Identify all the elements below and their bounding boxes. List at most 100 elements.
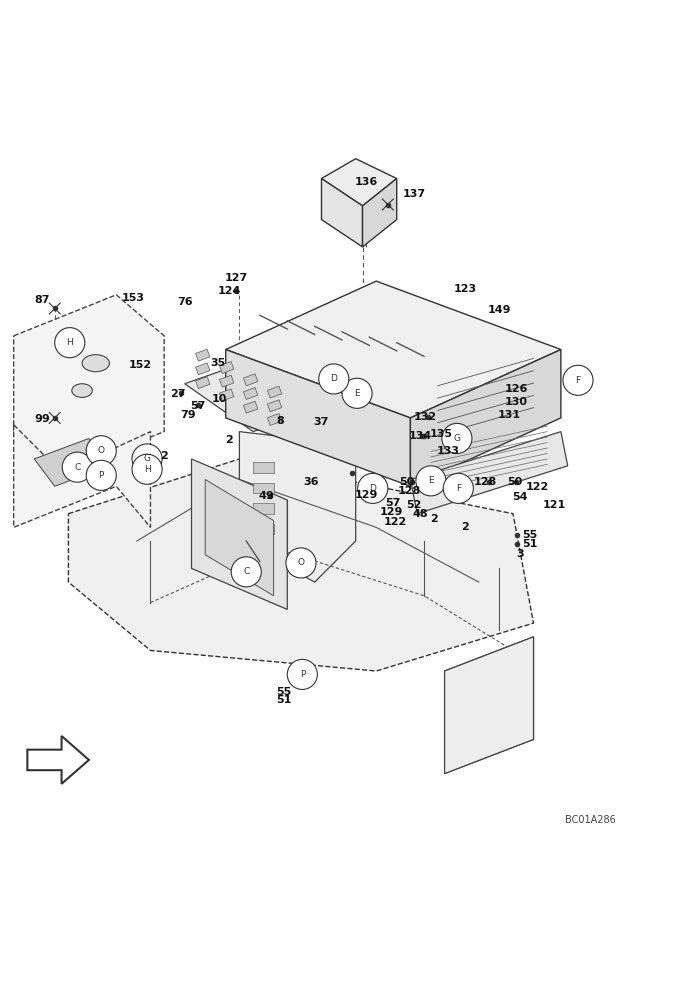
Text: 57: 57 [191,401,206,411]
Ellipse shape [82,355,109,372]
Text: 128: 128 [474,477,497,487]
Text: 2: 2 [461,522,469,532]
Polygon shape [34,438,109,486]
Polygon shape [192,459,287,609]
Circle shape [132,444,162,474]
Text: G: G [453,434,460,443]
Polygon shape [363,179,397,247]
Text: 2: 2 [430,514,438,524]
Circle shape [342,378,372,408]
Polygon shape [410,432,568,514]
Bar [267,400,282,412]
Polygon shape [239,432,356,582]
Circle shape [287,659,317,689]
Text: 79: 79 [181,410,196,420]
Text: D: D [330,374,337,383]
Text: C: C [74,463,81,472]
Text: 2: 2 [225,435,233,445]
Polygon shape [68,459,534,671]
Bar [244,374,258,386]
Text: 153: 153 [122,293,145,303]
Text: H: H [66,338,73,347]
Circle shape [55,328,85,358]
Circle shape [443,473,473,503]
Circle shape [358,473,388,503]
Text: P: P [98,471,104,480]
Text: 37: 37 [314,417,329,427]
Text: 49: 49 [259,491,275,501]
Bar [244,388,258,399]
Text: F: F [456,484,461,493]
Text: D: D [369,484,376,493]
Bar [253,462,274,473]
Bar [267,414,282,425]
Text: 3: 3 [516,549,524,559]
Bar [220,362,234,373]
Circle shape [442,423,472,453]
Polygon shape [321,179,363,247]
Text: 133: 133 [436,446,460,456]
Text: 121: 121 [542,500,566,510]
Text: 57: 57 [386,498,401,508]
Polygon shape [445,637,534,774]
Text: 8: 8 [276,416,285,426]
Text: 135: 135 [430,429,453,439]
Text: H: H [144,465,150,474]
Circle shape [319,364,349,394]
Text: C: C [243,567,250,576]
Bar [267,386,282,398]
Text: 131: 131 [498,410,521,420]
Text: P: P [300,670,305,679]
Text: 35: 35 [210,358,225,368]
Bar [196,363,210,375]
Polygon shape [226,350,410,486]
Text: 122: 122 [384,517,407,527]
Text: 134: 134 [409,431,432,441]
Circle shape [132,454,162,484]
Text: 136: 136 [354,177,378,187]
Circle shape [62,452,92,482]
Polygon shape [445,637,534,774]
Text: 126: 126 [505,384,528,394]
Bar [196,377,210,389]
Text: 130: 130 [505,397,528,407]
Text: 10: 10 [211,394,226,404]
Polygon shape [321,159,397,206]
Text: 152: 152 [129,360,152,370]
Text: 36: 36 [304,477,319,487]
Text: 51: 51 [276,695,291,705]
Circle shape [563,365,593,395]
Ellipse shape [72,384,92,397]
Text: 48: 48 [413,509,428,519]
Text: 76: 76 [177,297,192,307]
Text: E: E [428,476,434,485]
Text: 54: 54 [512,492,527,502]
Text: 50: 50 [399,477,415,487]
Text: 51: 51 [523,539,538,549]
Text: 122: 122 [525,482,549,492]
Text: 50: 50 [507,477,522,487]
Text: O: O [298,558,304,567]
Text: 99: 99 [34,414,51,424]
Polygon shape [205,479,274,596]
Text: 87: 87 [35,295,50,305]
Bar [220,389,234,401]
Polygon shape [410,350,561,486]
Text: 124: 124 [218,286,241,296]
Circle shape [231,557,261,587]
Text: 52: 52 [406,500,421,510]
Bar [196,349,210,361]
Bar [253,503,274,514]
Text: 27: 27 [170,389,185,399]
Text: 132: 132 [414,412,437,422]
Polygon shape [14,425,150,527]
Bar [220,375,234,387]
Text: 55: 55 [523,530,538,540]
Text: BC01A286: BC01A286 [565,815,616,825]
Polygon shape [226,281,561,418]
Circle shape [86,460,116,490]
Bar [253,483,274,493]
Polygon shape [185,336,390,432]
Text: E: E [354,389,360,398]
Text: 123: 123 [453,284,477,294]
